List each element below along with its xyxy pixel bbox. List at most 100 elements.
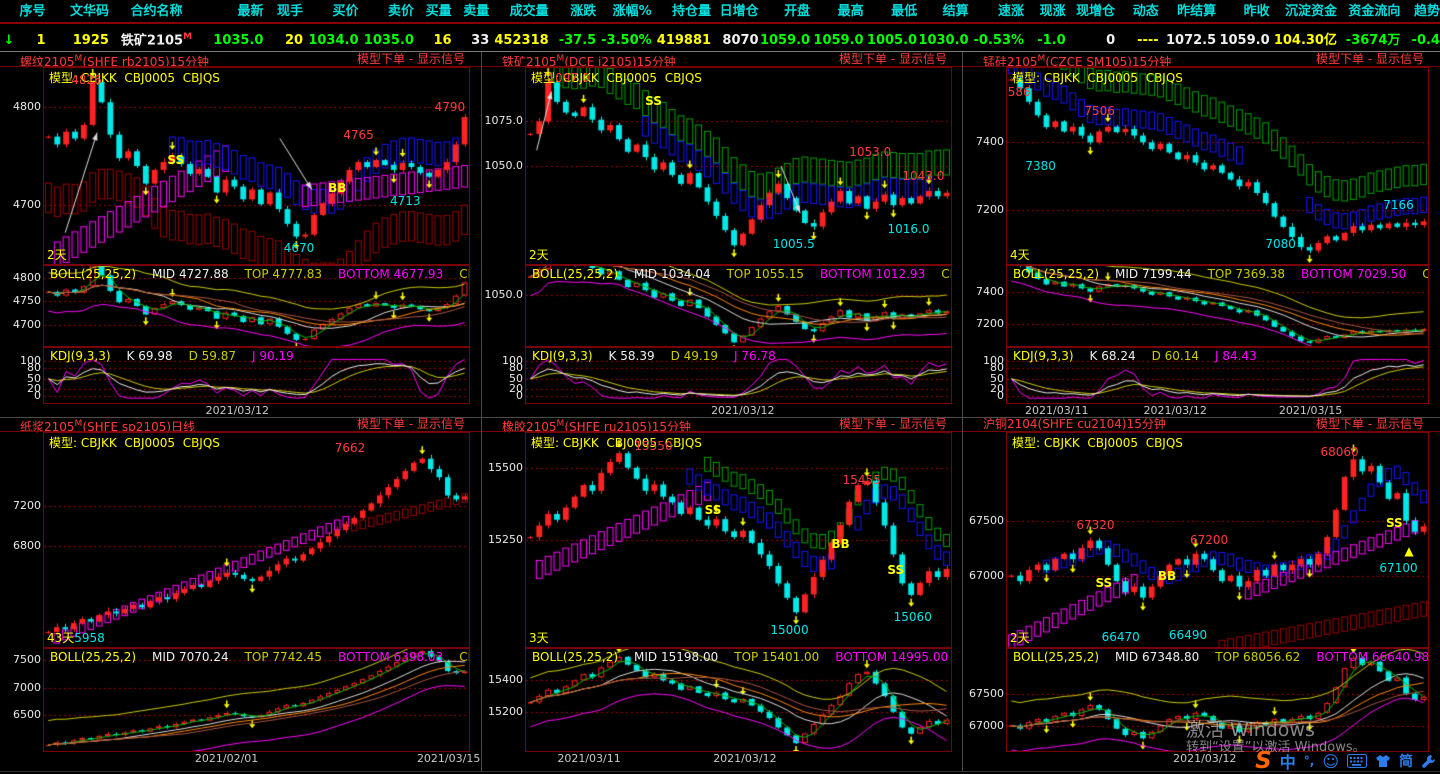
main-chart[interactable]: 模型: CBJKK CBJ0005 CBJQS 2天 1097.0 SS 1053.0 1… (525, 67, 952, 265)
kdj-j: J 90.19 (252, 349, 294, 363)
boll-bottom: BOTTOM 14995.00 (835, 650, 949, 664)
kdj-subchart-canvas[interactable] (44, 348, 469, 403)
main-chart-canvas[interactable] (526, 68, 951, 264)
main-chart[interactable]: 模型: CBJKK CBJ0005 CBJQS 43天5958 7662 (43, 432, 470, 648)
toolbox-icon[interactable] (1421, 754, 1436, 769)
quote-col-header[interactable]: 最高 (837, 4, 864, 19)
boll-subchart[interactable]: BOLL(25,25,2) MID 1034.04 TOP 1055.15 BOTTO… (525, 265, 952, 347)
quote-col-header[interactable]: 现涨 (1039, 4, 1066, 19)
date-axis[interactable]: 2021/02/01 2021/03/15 (43, 752, 480, 766)
boll-subchart[interactable]: BOLL(25,25,2) MID 7070.24 TOP 7742.45 BOTTO… (43, 648, 470, 752)
quote-col-header[interactable]: 日增仓 (719, 4, 759, 19)
date-axis[interactable]: 2021/03/12 (525, 404, 952, 417)
boll-subchart[interactable]: BOLL(25,25,2) MID 15198.00 TOP 15401.00 BOT… (525, 648, 952, 752)
ime-toolbar[interactable]: S 中 °, ☺ 简 (1255, 749, 1436, 773)
sogou-logo-icon[interactable]: S (1255, 748, 1272, 774)
model-order-signal-link[interactable]: 模型下单 - 显示信号 (1316, 52, 1424, 66)
quote-col-header[interactable]: 序号 (19, 4, 46, 19)
panel-title: 锰硅2105M(CZCE SM105)15分钟 (983, 54, 1172, 69)
quote-col-日增仓: 日增仓 8070 (711, 0, 759, 50)
model-order-signal-link[interactable]: 模型下单 - 显示信号 (1316, 417, 1424, 431)
model-order-signal-link[interactable]: 模型下单 - 显示信号 (357, 417, 465, 431)
boll-subchart[interactable]: BOLL(25,25,2) MID 67348.80 TOP 68056.62 BOT… (1006, 648, 1429, 752)
kdj-subchart[interactable]: KDJ(9,3,3) K 68.24 D 60.14 J 84.43 (1006, 347, 1429, 404)
quote-col-header[interactable]: 最低 (891, 4, 918, 19)
kdj-subchart[interactable]: KDJ(9,3,3) K 69.98 D 59.87 J 90.19 (43, 347, 470, 404)
chart-panel-i2105[interactable]: 铁矿2105M(DCE i2105)15分钟 模型下单 - 显示信号 模型: CBJ… (482, 53, 963, 417)
price-callout: 15455 (842, 473, 881, 488)
main-chart[interactable]: 模型: CBJKK CBJ0005 CBJQS 3天 15550 SS 15455 BB S… (525, 432, 952, 648)
quote-col-header[interactable]: 涨幅% (612, 4, 652, 19)
date-axis[interactable]: 2021/03/12 (43, 404, 470, 417)
quote-col-header[interactable]: 合约名称 (130, 4, 183, 19)
quote-col-header[interactable]: 卖价 (387, 4, 414, 19)
kdj-subchart-canvas[interactable] (526, 348, 951, 403)
main-chart-canvas[interactable] (526, 433, 951, 647)
quote-col-header[interactable]: 速涨 (998, 4, 1025, 19)
quote-col-header[interactable]: 昨结算 (1177, 4, 1217, 19)
quote-col-header[interactable]: 现增仓 (1076, 4, 1116, 19)
kdj-subchart[interactable]: KDJ(9,3,3) K 58.39 D 49.19 J 76.78 (525, 347, 952, 404)
y-axis-label: 20 (509, 382, 523, 396)
model-order-signal-link[interactable]: 模型下单 - 显示信号 (839, 52, 947, 66)
quote-col-header[interactable]: 结算 (942, 4, 969, 19)
boll-subchart-canvas[interactable] (526, 649, 951, 751)
main-chart-canvas[interactable] (44, 68, 469, 264)
soft-keyboard-icon[interactable] (1347, 754, 1367, 768)
chinese-input-mode-icon[interactable]: 中 (1279, 753, 1296, 772)
boll-subchart[interactable]: BOLL(25,25,2) MID 7199.44 TOP 7369.38 BOTTO… (1006, 265, 1429, 347)
chart-panel-cu2104[interactable]: 沪铜2104(SHFE cu2104)15分钟 模型下单 - 显示信号 模型: CB… (963, 418, 1440, 771)
quote-col-header[interactable]: 涨跌 (570, 4, 597, 19)
quote-col-header[interactable]: 买价 (332, 4, 359, 19)
quote-col-header[interactable]: 成交量 (509, 4, 549, 19)
boll-subchart-canvas[interactable] (1007, 649, 1428, 751)
quote-value: ---- (1137, 33, 1159, 48)
quote-col-header[interactable]: 文华码 (69, 4, 109, 19)
quote-col-header[interactable]: 趋势 (1413, 4, 1440, 19)
date-axis[interactable]: 2021/03/12 (1006, 752, 1429, 766)
model-order-signal-link[interactable]: 模型下单 - 显示信号 (839, 417, 947, 431)
quote-col-header[interactable]: 卖量 (463, 4, 490, 19)
quote-col-header[interactable]: 开盘 (784, 4, 811, 19)
chart-panel-ru2105[interactable]: 橡胶2105M(SHFE ru2105)15分钟 模型下单 - 显示信号 模型: C… (482, 418, 963, 771)
boll-subchart-canvas[interactable] (526, 266, 951, 346)
skin-theme-icon[interactable] (1375, 754, 1391, 768)
boll-subchart[interactable]: BOLL(25,25,2) MID 4727.88 TOP 4777.83 BOTTO… (43, 265, 470, 347)
quote-col-header[interactable]: 动态 (1132, 4, 1159, 19)
price-callout: 7380 (1025, 159, 1056, 173)
quote-bar[interactable]: ↓ 序号 1 文华码 1925 合约名称 铁矿2105M 最新 1035.0 现手 20 买价 1034… (0, 0, 1440, 51)
quote-col-header[interactable]: 昨收 (1243, 4, 1270, 19)
quote-col-header[interactable]: 现手 (277, 4, 304, 19)
quote-value: 16 (433, 33, 452, 48)
title-underline (0, 431, 481, 432)
punctuation-mode-icon[interactable]: °, (1303, 754, 1315, 768)
main-chart-canvas[interactable] (1007, 68, 1428, 264)
main-contract-flag: M (556, 54, 565, 64)
chart-panel-rb2105[interactable]: 螺纹2105M(SHFE rb2105)15分钟 模型下单 - 显示信号 模型: C… (0, 53, 481, 417)
date-axis[interactable]: 2021/03/11 2021/03/12 (525, 752, 952, 766)
date-axis[interactable]: 2021/03/11 2021/03/12 2021/03/15 (1006, 404, 1429, 417)
date-label: 2021/03/15 (1278, 404, 1343, 417)
main-chart[interactable]: 模型: CBJKK CBJ0005 CBJQS 4天 7586 7506 7380 716… (1006, 67, 1429, 265)
boll-subchart-canvas[interactable] (1007, 266, 1428, 346)
quote-col-header[interactable]: 资金流向 (1348, 4, 1401, 19)
main-chart[interactable]: 模型: CBJKK CBJ0005 CBJQS 2天 68060 67320 67200… (1006, 432, 1429, 648)
y-axis-label: 4700 (13, 317, 41, 331)
main-chart[interactable]: 模型: CBJKK CBJ0005 CBJQS 2天 4826 SS 4765 4790 B… (43, 67, 470, 265)
model-order-signal-link[interactable]: 模型下单 - 显示信号 (357, 52, 465, 66)
quote-col-header[interactable]: 沉淀资金 (1284, 4, 1337, 19)
main-chart-canvas[interactable] (44, 433, 469, 647)
quote-col-header[interactable]: 最新 (237, 4, 264, 19)
chart-panel-SM105[interactable]: 锰硅2105M(CZCE SM105)15分钟 模型下单 - 显示信号 模型: CB… (963, 53, 1440, 417)
quote-col-header[interactable]: 持仓量 (672, 4, 712, 19)
main-chart-canvas[interactable] (1007, 433, 1428, 647)
boll-subchart-canvas[interactable] (44, 649, 469, 751)
y-axis-label: 67000 (969, 568, 1004, 582)
price-callout: 67320 (1076, 518, 1115, 533)
quote-col-header[interactable]: 买量 (425, 4, 452, 19)
boll-subchart-canvas[interactable] (44, 266, 469, 346)
simplified-chinese-icon[interactable]: 简 (1399, 754, 1413, 770)
chart-panel-sp2105[interactable]: 纸浆2105M(SHFE sp2105)日线 模型下单 - 显示信号 模型: CBJ… (0, 418, 481, 771)
emoji-picker-icon[interactable]: ☺ (1322, 751, 1339, 771)
kdj-subchart-canvas[interactable] (1007, 348, 1428, 403)
